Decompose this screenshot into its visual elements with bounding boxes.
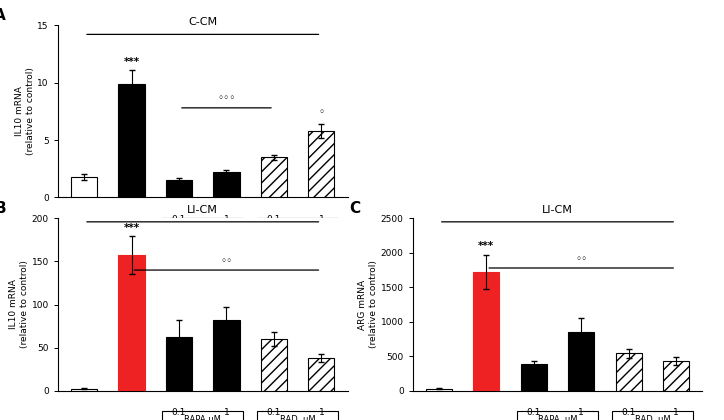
Text: ◦◦: ◦◦ [575, 254, 587, 264]
Text: ◦◦: ◦◦ [220, 256, 232, 266]
Y-axis label: IL10 mRNA
(relative to control): IL10 mRNA (relative to control) [14, 67, 35, 155]
Text: 1: 1 [578, 408, 584, 417]
Bar [517, 411, 598, 420]
Text: 1: 1 [319, 408, 324, 417]
Bar [257, 411, 338, 420]
Text: ***: *** [479, 241, 494, 252]
Text: 1: 1 [319, 215, 324, 223]
Bar [119, 84, 145, 197]
Bar [521, 365, 547, 391]
Bar [308, 131, 334, 197]
Text: RAD, μM: RAD, μM [280, 415, 316, 420]
Text: 1: 1 [673, 408, 679, 417]
Bar [214, 172, 240, 197]
Text: RAD, μM: RAD, μM [635, 415, 670, 420]
Bar [568, 332, 594, 391]
Text: ◦◦◦: ◦◦◦ [217, 94, 235, 104]
Text: 1: 1 [224, 408, 230, 417]
Bar [71, 389, 97, 391]
Bar [473, 272, 500, 391]
Bar [71, 177, 97, 197]
Text: ***: *** [124, 223, 140, 233]
Text: RAD, μM: RAD, μM [280, 221, 316, 230]
Text: LI-CM: LI-CM [188, 205, 218, 215]
Bar [612, 411, 693, 420]
Bar [308, 358, 334, 391]
Text: 0.1: 0.1 [266, 215, 281, 223]
Text: 0.1: 0.1 [266, 408, 281, 417]
Text: RAPA, μM: RAPA, μM [183, 221, 222, 230]
Y-axis label: ARG mRNA
(relative to control): ARG mRNA (relative to control) [358, 260, 378, 349]
Bar [615, 353, 641, 391]
Text: C: C [349, 201, 360, 216]
Bar [162, 411, 243, 420]
Bar [166, 180, 192, 197]
Text: A: A [0, 8, 6, 23]
Bar [426, 388, 452, 391]
Text: RAPA μM: RAPA μM [185, 415, 221, 420]
Bar [119, 255, 145, 391]
Y-axis label: IL10 mRNA
(relative to control): IL10 mRNA (relative to control) [9, 260, 29, 349]
Bar [162, 218, 243, 234]
Text: 0.1: 0.1 [621, 408, 636, 417]
Text: LI-CM: LI-CM [542, 205, 573, 215]
Text: 0.1: 0.1 [526, 408, 541, 417]
Text: 0.1: 0.1 [172, 215, 186, 223]
Text: 1: 1 [224, 215, 230, 223]
Text: 0.1: 0.1 [172, 408, 186, 417]
Bar [261, 157, 287, 197]
Bar [663, 361, 689, 391]
Text: RAPA, μM: RAPA, μM [538, 415, 577, 420]
Bar [257, 218, 338, 234]
Text: ◦: ◦ [319, 107, 324, 117]
Bar [261, 339, 287, 391]
Text: B: B [0, 201, 6, 216]
Bar [214, 320, 240, 391]
Text: C-CM: C-CM [188, 18, 217, 27]
Text: ***: *** [124, 57, 140, 66]
Bar [166, 337, 192, 391]
